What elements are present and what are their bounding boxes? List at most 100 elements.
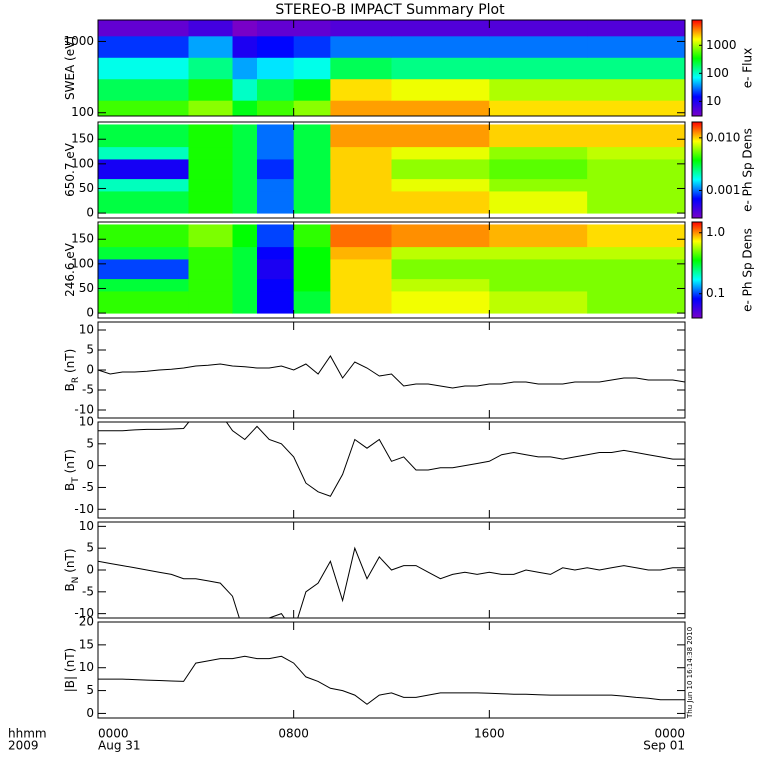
heatmap-cell <box>330 57 392 80</box>
y-tick-label: 50 <box>79 281 94 295</box>
panel-frame <box>97 421 686 519</box>
y-axis-label-unit: (nT) <box>63 548 77 576</box>
heatmap-cell <box>293 146 331 160</box>
heatmap-cell <box>232 57 258 80</box>
heatmap-cell <box>256 124 295 148</box>
y-tick-label: 5 <box>86 683 94 697</box>
heatmap-cell <box>391 57 490 80</box>
y-tick-label: 5 <box>86 343 94 357</box>
y-tick-label: -5 <box>82 480 94 494</box>
y-tick-label: 0 <box>86 306 94 320</box>
heatmap-cell <box>98 290 189 314</box>
heatmap-cell <box>293 78 331 101</box>
y-tick-label: 0 <box>86 458 94 472</box>
chart-title: STEREO-B IMPACT Summary Plot <box>275 2 505 18</box>
colorbar-tick-label: 1.0 <box>706 225 725 239</box>
y-tick-label: 1000 <box>63 34 94 48</box>
heatmap-cell <box>293 278 331 292</box>
heatmap-cell <box>232 290 258 314</box>
heatmap-cell <box>232 20 258 37</box>
colorbar-label: e- Ph Sp Dens <box>741 128 755 212</box>
heatmap-cell <box>489 146 588 160</box>
y-tick-label: 10 <box>79 519 94 533</box>
heatmap-cell <box>232 178 258 192</box>
heatmap-cell <box>391 246 490 260</box>
y-tick-label: 0 <box>86 563 94 577</box>
heatmap-cell <box>256 35 295 58</box>
heatmap-cell <box>232 78 258 101</box>
heatmap-cell <box>330 290 392 314</box>
heatmap-cell <box>232 258 258 280</box>
heatmap-cell <box>256 290 295 314</box>
heatmap-cell <box>391 224 490 248</box>
y-tick-label: -10 <box>74 403 94 417</box>
colorbar-tick-label: 0.001 <box>706 183 740 197</box>
heatmap-cell <box>256 258 295 280</box>
heatmap-cell <box>391 146 490 160</box>
heatmap-cell <box>188 246 234 260</box>
heatmap-cell <box>188 57 234 80</box>
heatmap-cell <box>98 124 189 148</box>
y-axis-label: BN (nT) <box>63 548 81 591</box>
heatmap-cell <box>256 278 295 292</box>
heatmap-cell <box>587 290 685 314</box>
y-axis-label-sub: N <box>71 577 81 584</box>
heatmap-cell <box>293 258 331 280</box>
x-date-label: Sep 01 <box>643 739 685 753</box>
heatmap-cell <box>98 146 189 160</box>
heatmap-cell <box>489 178 588 192</box>
heatmap-cell <box>232 124 258 148</box>
data-line <box>98 422 685 497</box>
heatmap-cell <box>391 258 490 280</box>
y-tick-label: 15 <box>79 637 94 651</box>
heatmap-cell <box>330 100 392 116</box>
heatmap-cell <box>330 35 392 58</box>
heatmap-cell <box>391 100 490 116</box>
heatmap-cell <box>587 100 685 116</box>
panel-frame <box>97 621 686 719</box>
y-axis-label: BR (nT) <box>63 349 81 392</box>
heatmap-cell <box>98 78 189 101</box>
heatmap-cell <box>98 278 189 292</box>
x-tick-label: 0800 <box>278 727 309 741</box>
heatmap-cell <box>232 146 258 160</box>
colorbar <box>691 19 703 117</box>
y-axis-label: 246.6 eV <box>63 242 77 297</box>
heatmap <box>98 124 685 214</box>
x-tick-label: 0000 <box>654 727 685 741</box>
heatmap-cell <box>188 124 234 148</box>
heatmap-cell <box>188 224 234 248</box>
heatmap-cell <box>391 20 490 37</box>
heatmap-cell <box>293 100 331 116</box>
heatmap-cell <box>587 158 685 180</box>
colorbar-tick-label: 1000 <box>706 38 737 52</box>
heatmap-cell <box>330 278 392 292</box>
y-tick-label: -5 <box>82 584 94 598</box>
heatmap-cell <box>330 178 392 192</box>
heatmap-cell <box>188 100 234 116</box>
heatmap-cell <box>232 224 258 248</box>
y-tick-label: -10 <box>74 606 94 620</box>
heatmap-cell <box>587 278 685 292</box>
y-tick-label: -10 <box>74 502 94 516</box>
heatmap-cell <box>256 158 295 180</box>
heatmap-cell <box>188 78 234 101</box>
heatmap-cell <box>489 278 588 292</box>
heatmap <box>98 224 685 314</box>
heatmap-cell <box>256 57 295 80</box>
heatmap-cell <box>489 290 588 314</box>
heatmap-cell <box>188 158 234 180</box>
heatmap-cell <box>256 78 295 101</box>
heatmap-cell <box>587 20 685 37</box>
heatmap-cell <box>232 35 258 58</box>
left-label: 2009 <box>8 739 39 753</box>
y-tick-label: 10 <box>79 415 94 429</box>
heatmap-cell <box>330 258 392 280</box>
y-axis-label-unit: (nT) <box>63 349 77 377</box>
heatmap-cell <box>293 178 331 192</box>
panel-frame <box>97 19 686 117</box>
heatmap-cell <box>489 20 588 37</box>
heatmap-cell <box>188 290 234 314</box>
y-tick-label: 100 <box>71 256 94 270</box>
heatmap-cell <box>98 224 189 248</box>
